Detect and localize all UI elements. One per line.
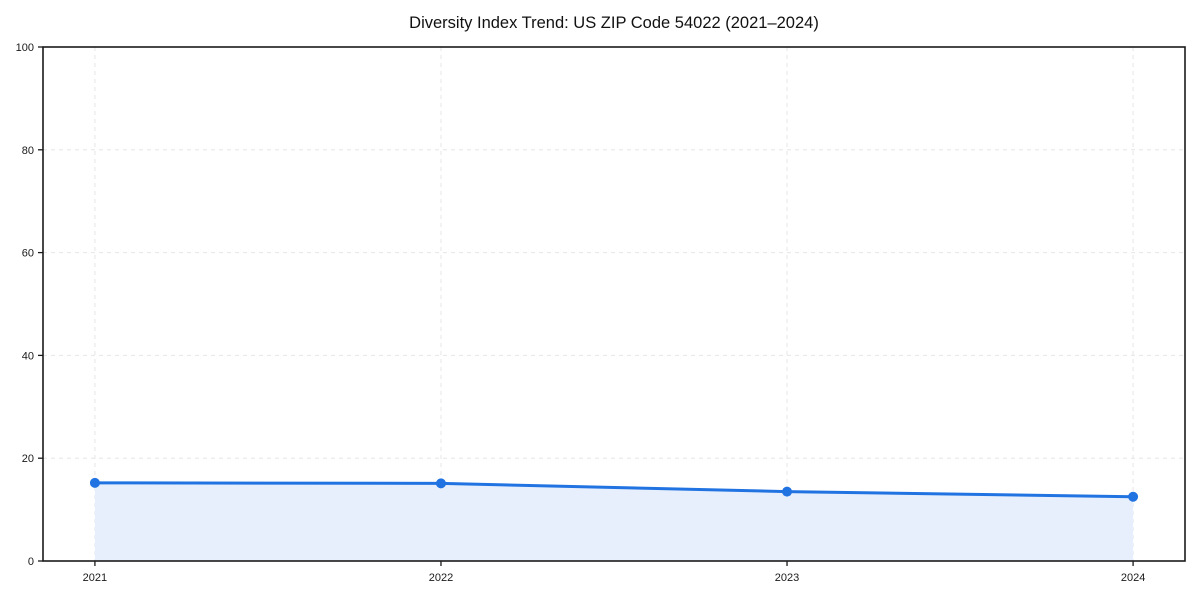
data-point-2022 [435, 478, 446, 489]
x-tick-label: 2024 [1121, 572, 1145, 584]
x-tick-label: 2022 [429, 572, 453, 584]
chart-title: Diversity Index Trend: US ZIP Code 54022… [409, 14, 819, 32]
y-tick-label: 0 [28, 556, 34, 568]
y-tick-label: 80 [22, 145, 34, 157]
area-fill [94, 482, 1134, 561]
trend-line [93, 481, 1135, 499]
x-tick-label: 2021 [83, 572, 107, 584]
data-point-2021 [89, 477, 100, 488]
y-tick-label: 60 [22, 248, 34, 260]
y-tick-label: 40 [22, 350, 34, 362]
plot-border [42, 46, 1186, 562]
y-tick-label: 20 [22, 453, 34, 465]
x-tick-label: 2023 [775, 572, 799, 584]
data-point-2024 [1128, 491, 1139, 502]
y-tick-label: 100 [16, 42, 34, 54]
data-point-2023 [782, 486, 793, 497]
